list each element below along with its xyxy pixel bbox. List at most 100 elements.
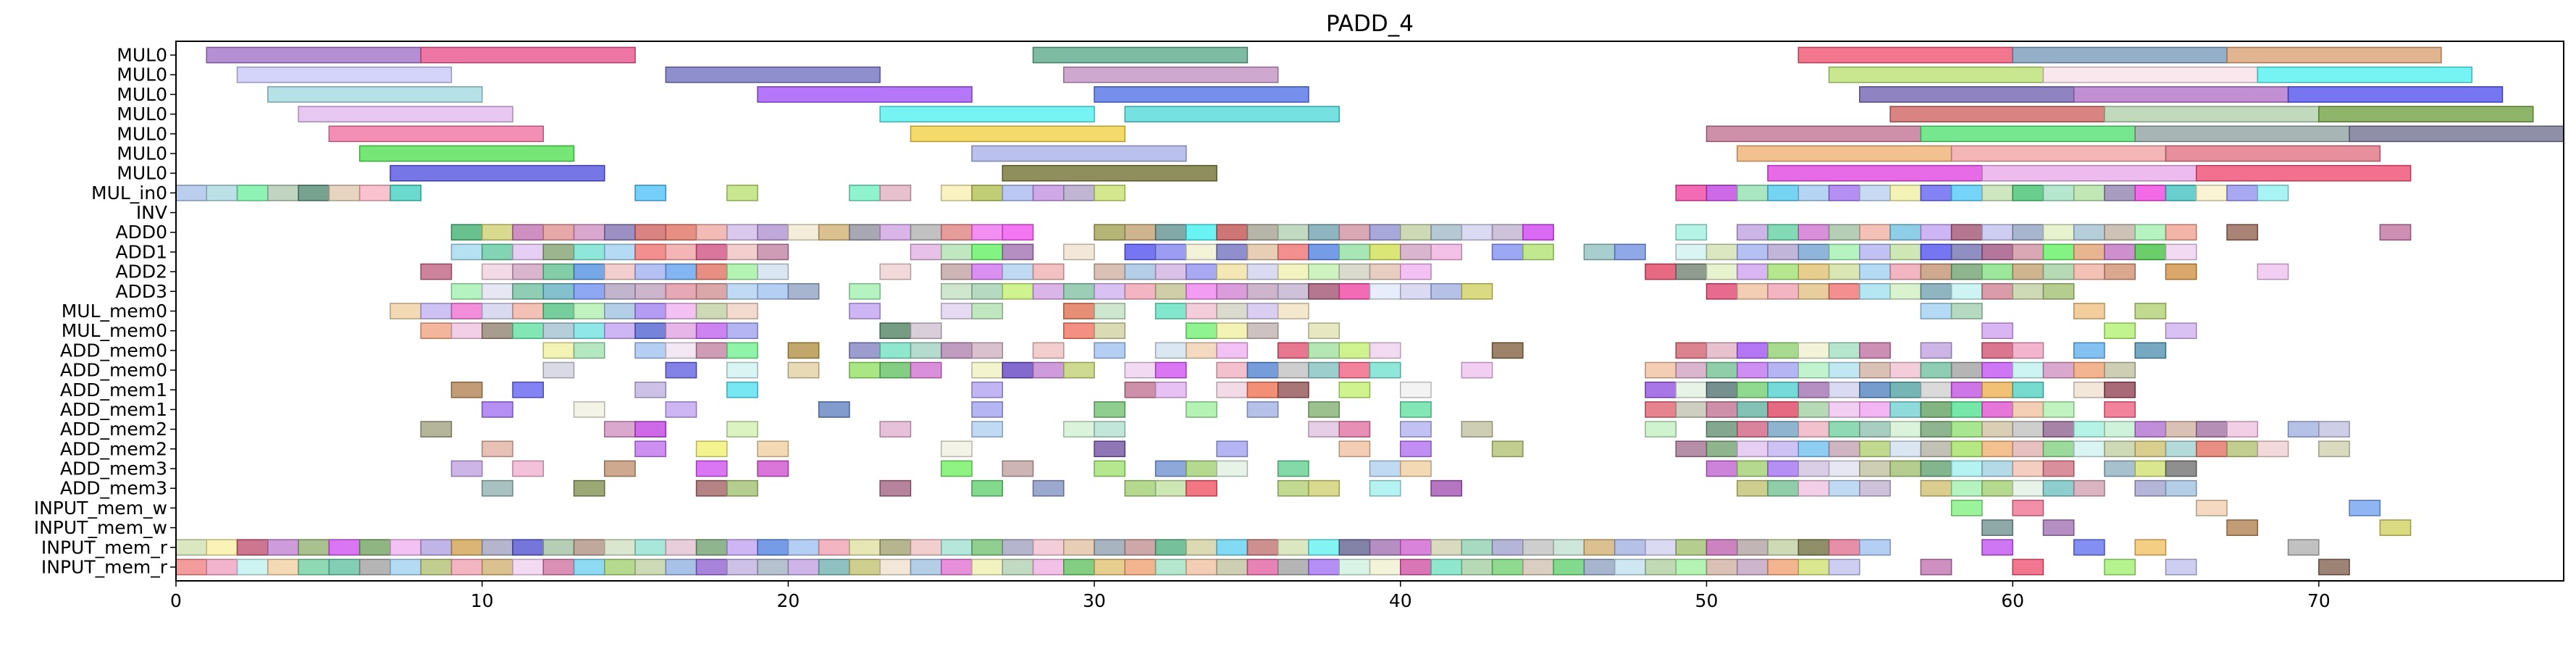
- gantt-bar: [512, 263, 544, 280]
- gantt-bar: [358, 539, 391, 556]
- gantt-bar: [1338, 263, 1371, 280]
- gantt-bar: [634, 421, 667, 437]
- gantt-bar: [450, 381, 483, 398]
- bars-layer: [175, 46, 2564, 576]
- gantt-bar: [604, 421, 636, 437]
- gantt-bar: [573, 479, 605, 497]
- gantt-bar: [236, 558, 269, 576]
- gantt-bar: [1216, 361, 1249, 379]
- gantt-bar: [940, 282, 973, 300]
- gantt-bar: [940, 440, 973, 458]
- gantt-bar: [1981, 460, 2013, 477]
- gantt-bar: [726, 243, 758, 261]
- gantt-bar: [940, 342, 973, 359]
- gantt-bar: [2012, 224, 2044, 241]
- gantt-bar: [390, 558, 421, 576]
- gantt-bar: [2073, 421, 2105, 437]
- gantt-bar: [1889, 401, 1922, 418]
- gantt-bar: [1216, 243, 1249, 261]
- gantt-bar: [1063, 243, 1095, 261]
- gantt-bar: [1369, 342, 1401, 359]
- gantt-bar: [1859, 539, 1891, 556]
- gantt-bar: [573, 558, 605, 576]
- gantt-bar: [940, 263, 973, 280]
- gantt-bar: [1828, 440, 1860, 458]
- gantt-bar: [267, 86, 483, 103]
- gantt-bar: [2042, 282, 2075, 300]
- gantt-bar: [910, 539, 942, 556]
- gantt-bar: [971, 558, 1004, 576]
- gantt-bar: [2073, 440, 2105, 458]
- gantt-bar: [175, 539, 208, 556]
- gantt-bar: [1828, 421, 1860, 437]
- gantt-bar: [2257, 440, 2289, 458]
- gantt-bar: [849, 539, 881, 556]
- y-tick-label: MUL_in0: [91, 183, 167, 204]
- gantt-bar: [1154, 558, 1187, 576]
- gantt-bar: [726, 342, 758, 359]
- gantt-bar: [1154, 224, 1187, 241]
- gantt-bar: [2042, 519, 2075, 536]
- y-tick-label: MUL0: [117, 163, 167, 184]
- gantt-bar: [1308, 361, 1340, 379]
- gantt-bar: [2226, 224, 2259, 241]
- gantt-bar: [1828, 401, 1860, 418]
- gantt-bar: [634, 322, 667, 340]
- gantt-bar: [940, 539, 973, 556]
- gantt-bar: [1461, 558, 1493, 576]
- y-tick-label: ADD1: [115, 241, 167, 262]
- gantt-bar: [1216, 460, 1249, 477]
- gantt-bar: [1889, 243, 1922, 261]
- gantt-bar: [1154, 539, 1187, 556]
- gantt-bar: [634, 558, 667, 576]
- gantt-bar: [1338, 539, 1371, 556]
- gantt-bar: [1645, 539, 1677, 556]
- gantt-bar: [1706, 460, 1738, 477]
- gantt-bar: [1859, 401, 1891, 418]
- gantt-bar: [1706, 185, 1738, 201]
- gantt-bar: [1859, 342, 1891, 359]
- gantt-bar: [1277, 361, 1309, 379]
- gantt-bar: [1369, 539, 1401, 556]
- gantt-bar: [1797, 46, 2013, 64]
- gantt-bar: [1277, 479, 1309, 497]
- gantt-bar: [1859, 440, 1891, 458]
- y-tick-label: ADD_mem0: [60, 360, 167, 381]
- gantt-bar: [2134, 479, 2167, 497]
- gantt-bar: [1828, 66, 2044, 83]
- gantt-bar: [2012, 558, 2044, 576]
- gantt-bar: [1920, 243, 1952, 261]
- gantt-bar: [2104, 106, 2320, 122]
- gantt-bar: [2042, 66, 2259, 83]
- gantt-bar: [1797, 263, 1830, 280]
- x-tick-label: 70: [2307, 590, 2330, 611]
- gantt-bar: [1032, 185, 1065, 201]
- gantt-bar: [2012, 185, 2044, 201]
- gantt-bar: [1063, 421, 1095, 437]
- gantt-bar: [1154, 479, 1187, 497]
- gantt-bar: [2012, 479, 2044, 497]
- gantt-bar: [1338, 224, 1371, 241]
- gantt-bar: [1124, 282, 1157, 300]
- gantt-bar: [1522, 539, 1554, 556]
- gantt-bar: [879, 479, 912, 497]
- gantt-bar: [726, 539, 758, 556]
- gantt-bar: [665, 303, 697, 319]
- gantt-bar: [1246, 381, 1279, 398]
- gantt-bar: [1645, 381, 1677, 398]
- gantt-bar: [1950, 421, 1983, 437]
- gantt-bar: [1277, 539, 1309, 556]
- gantt-bar: [420, 558, 453, 576]
- gantt-bar: [1430, 539, 1463, 556]
- gantt-bar: [695, 282, 728, 300]
- gantt-bar: [757, 263, 789, 280]
- gantt-bar: [1920, 263, 1952, 280]
- gantt-bar: [1981, 282, 2013, 300]
- gantt-bar: [2226, 185, 2259, 201]
- gantt-bar: [1032, 46, 1249, 64]
- gantt-bar: [1461, 282, 1493, 300]
- gantt-bar: [542, 224, 575, 241]
- gantt-bar: [450, 322, 483, 340]
- gantt-bar: [1094, 342, 1126, 359]
- gantt-bar: [1308, 421, 1340, 437]
